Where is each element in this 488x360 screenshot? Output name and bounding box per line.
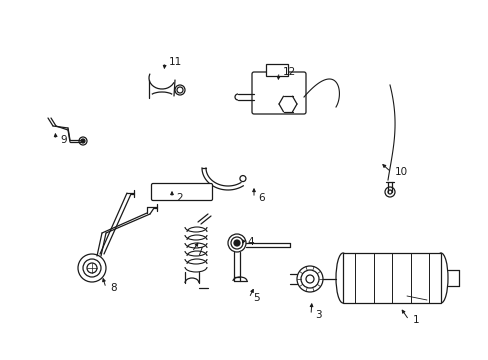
- Text: 1: 1: [412, 315, 419, 325]
- Text: 9: 9: [60, 135, 66, 145]
- Circle shape: [234, 240, 240, 246]
- FancyBboxPatch shape: [151, 184, 212, 201]
- Text: 12: 12: [283, 67, 296, 77]
- Circle shape: [81, 139, 85, 143]
- Text: 6: 6: [258, 193, 264, 203]
- Bar: [342, 253, 440, 303]
- Text: 8: 8: [110, 283, 116, 293]
- Text: 11: 11: [169, 57, 182, 67]
- Text: 4: 4: [246, 237, 253, 247]
- Text: 10: 10: [394, 167, 407, 177]
- Text: 7: 7: [196, 247, 202, 257]
- Text: 2: 2: [176, 193, 182, 203]
- FancyBboxPatch shape: [251, 72, 305, 114]
- Text: 3: 3: [314, 310, 321, 320]
- FancyBboxPatch shape: [265, 64, 287, 76]
- Text: 5: 5: [252, 293, 259, 303]
